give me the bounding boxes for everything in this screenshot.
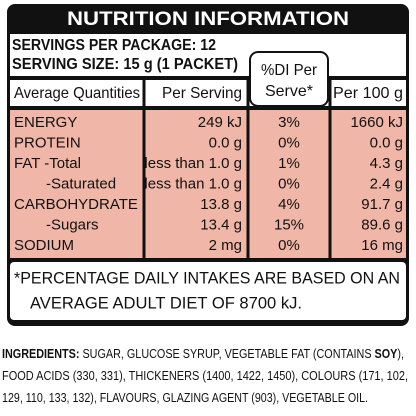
percent-di: 0% xyxy=(278,237,300,254)
per-100g: 1660 kJ xyxy=(350,114,403,131)
ingredients-text: ), xyxy=(397,346,404,361)
column-dividers xyxy=(142,80,332,260)
ingredients-line: FOOD ACIDS (330, 331), THICKENERS (1400,… xyxy=(2,368,408,383)
footnote-bg xyxy=(10,262,406,320)
per-serving: 13.8 g xyxy=(200,196,242,213)
rows-bg xyxy=(10,110,406,258)
per-serving: less than 1.0 g xyxy=(144,155,242,172)
di-header-bg xyxy=(249,51,329,107)
ingredients-text: FOOD ACIDS (330, 331), THICKENERS (1400,… xyxy=(2,368,408,383)
row-label: CARBOHYDRATE xyxy=(14,196,138,213)
serving-size: SERVING SIZE: 15 g (1 PACKET) xyxy=(12,56,238,73)
row-label: FAT -Total xyxy=(14,155,81,172)
row-label: -Saturated xyxy=(46,175,116,192)
per-100g: 91.7 g xyxy=(361,196,403,213)
ingredients-line: 129, 110, 133, 132), FLAVOURS, GLAZING A… xyxy=(2,390,368,405)
per-serving: 249 kJ xyxy=(198,114,242,131)
column-header: Per Serving xyxy=(162,85,242,102)
servings-bg xyxy=(10,34,406,76)
column-header: %DI Per xyxy=(261,62,318,79)
ingredients-text: 129, 110, 133, 132), FLAVOURS, GLAZING A… xyxy=(2,390,368,405)
column-header: Serve* xyxy=(265,83,313,100)
percent-di: 4% xyxy=(278,196,300,213)
per-serving: less than 1.0 g xyxy=(144,175,242,192)
row-label: -Sugars xyxy=(46,216,99,233)
title: NUTRITION INFORMATION xyxy=(67,9,349,30)
per-serving: 13.4 g xyxy=(200,216,242,233)
per-serving: 0.0 g xyxy=(209,134,242,151)
ingredients-label: INGREDIENTS: xyxy=(2,346,79,361)
header-row-bg xyxy=(10,80,406,106)
row-label: SODIUM xyxy=(14,237,74,254)
ingredients-text: SUGAR, GLUCOSE SYRUP, VEGETABLE FAT (CON… xyxy=(79,346,374,361)
allergen: SOY xyxy=(375,346,398,361)
row-label: PROTEIN xyxy=(14,134,81,151)
footnote: *PERCENTAGE DAILY INTAKES ARE BASED ON A… xyxy=(14,268,400,287)
per-100g: 4.3 g xyxy=(370,155,403,172)
ingredients-line: INGREDIENTS: SUGAR, GLUCOSE SYRUP, VEGET… xyxy=(2,346,404,361)
percent-di: 3% xyxy=(278,114,300,131)
per-100g: 89.6 g xyxy=(361,216,403,233)
per-100g: 2.4 g xyxy=(370,175,403,192)
per-serving: 2 mg xyxy=(209,237,242,254)
footnote: AVERAGE ADULT DIET OF 8700 kJ. xyxy=(30,293,302,312)
row-label: ENERGY xyxy=(14,114,77,131)
column-header: Average Quantities xyxy=(14,85,140,102)
percent-di: 0% xyxy=(278,134,300,151)
per-100g: 0.0 g xyxy=(370,134,403,151)
percent-di: 15% xyxy=(274,216,304,233)
percent-di: 1% xyxy=(278,155,300,172)
percent-di: 0% xyxy=(278,175,300,192)
rows: ENERGY 249 kJ 3% 1660 kJ PROTEIN 0.0 g 0% 0.0 g… xyxy=(14,114,403,254)
column-header: Per 100 g xyxy=(333,85,403,102)
servings-per-package: SERVINGS PER PACKAGE: 12 xyxy=(12,37,216,54)
per-100g: 16 mg xyxy=(361,237,403,254)
